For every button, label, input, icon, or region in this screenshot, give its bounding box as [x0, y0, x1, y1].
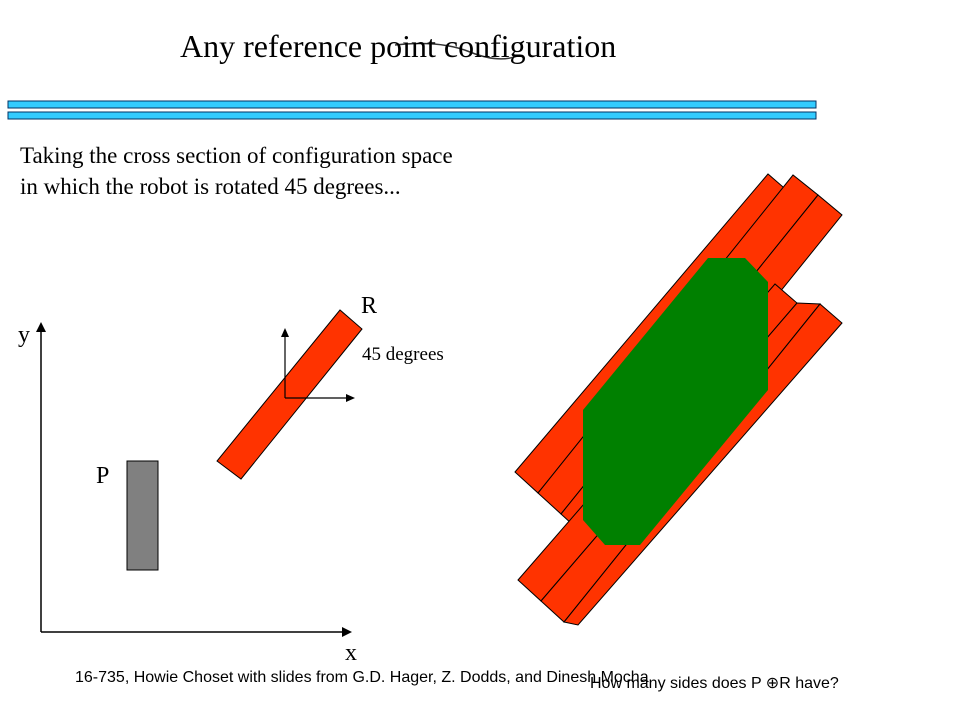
obstacle-label: P: [96, 463, 110, 489]
question: How many sides does P ⊕R have?: [590, 675, 839, 692]
y-axis-label: y: [18, 322, 30, 348]
rotation-label: 45 degrees: [362, 344, 444, 365]
x-axis-label: x: [345, 640, 357, 666]
slide-title: Any reference point configuration: [180, 28, 617, 64]
arrow-head: [342, 627, 352, 637]
header-bar: [7, 111, 817, 120]
robot-label: R: [361, 293, 378, 319]
footer: 16-735, Howie Choset with slides from G.…: [75, 669, 649, 686]
pen-stroke: [394, 42, 521, 60]
arrow-head: [281, 328, 289, 337]
header-bar: [7, 100, 817, 109]
obstacle-p: [126, 460, 159, 571]
robot-r: [216, 309, 363, 480]
arrow-head: [346, 394, 355, 402]
body-text: Taking the cross section of configuratio…: [20, 143, 453, 168]
body-text: in which the robot is rotated 45 degrees…: [20, 174, 401, 199]
c-obstacle-region: [583, 258, 768, 545]
arrow-head: [36, 322, 46, 332]
